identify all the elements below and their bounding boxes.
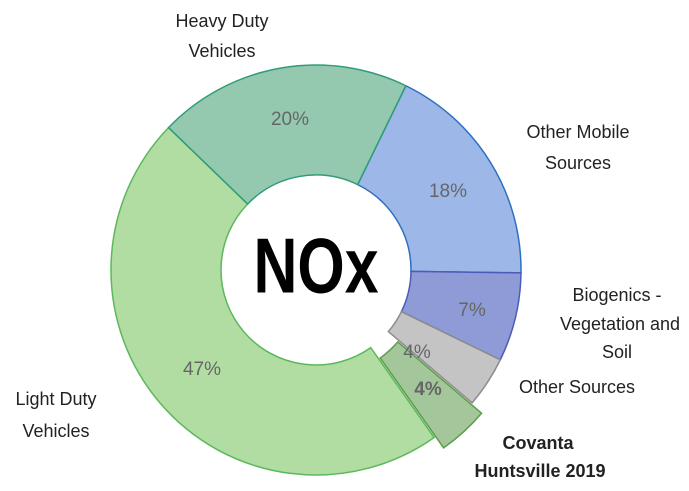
category-label: Covanta	[502, 433, 574, 453]
category-label: Vehicles	[22, 421, 89, 441]
category-label: Soil	[602, 342, 632, 362]
segment	[379, 340, 483, 449]
category-label: Vegetation and	[560, 314, 680, 334]
category-label: Sources	[545, 153, 611, 173]
value-label: 47%	[183, 359, 221, 380]
value-label: 18%	[429, 181, 467, 202]
category-label: Vehicles	[188, 41, 255, 61]
category-label: Other Sources	[519, 377, 635, 397]
segments	[110, 64, 522, 476]
segment	[110, 126, 436, 476]
category-label: Light Duty	[15, 389, 96, 409]
category-label: Huntsville 2019	[474, 461, 605, 481]
center-text: NOx	[253, 222, 378, 309]
segment	[167, 64, 407, 206]
category-label: Heavy Duty	[175, 11, 268, 31]
value-label: 20%	[271, 109, 309, 130]
value-label: 7%	[458, 300, 486, 321]
value-label: 4%	[403, 342, 431, 363]
category-label: Biogenics -	[572, 285, 661, 305]
category-label: Other Mobile	[526, 122, 629, 142]
segment	[387, 310, 502, 404]
value-label: 4%	[414, 379, 442, 400]
segment	[356, 84, 522, 274]
